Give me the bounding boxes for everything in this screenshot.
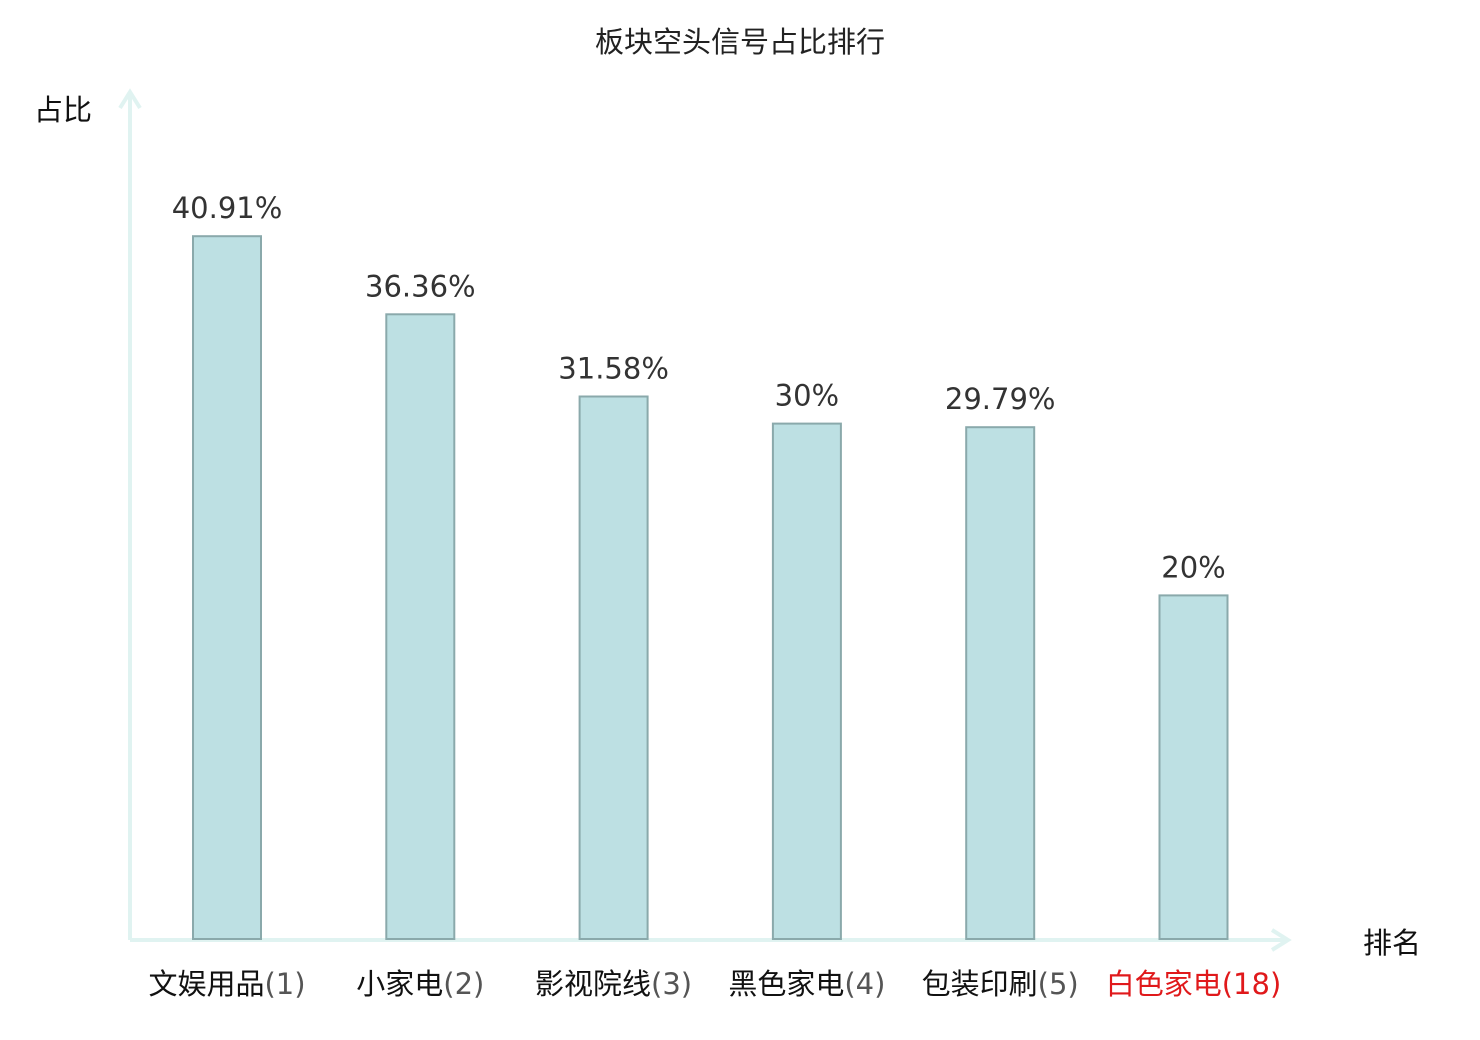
x-tick-rank: (3) xyxy=(651,967,692,1001)
x-axis-label: 排名 xyxy=(1363,926,1421,960)
x-tick-label: 小家电(2) xyxy=(356,967,484,1001)
x-tick-name: 白色家电 xyxy=(1106,967,1222,1001)
x-tick-rank: (18) xyxy=(1222,967,1282,1001)
tick-labels-group: 文娱用品(1) 小家电(2) 影视院线(3) 黑色家电(4) 包装印刷(5) 白色家电(1… xyxy=(148,967,1281,1001)
x-axis-arrow-icon xyxy=(1270,928,1292,952)
data-label: 31.58% xyxy=(558,352,669,386)
x-tick-label: 白色家电(18) xyxy=(1106,967,1282,1001)
data-label: 29.79% xyxy=(945,382,1056,416)
x-tick-name: 包装印刷 xyxy=(922,967,1038,1001)
data-label: 40.91% xyxy=(172,191,283,225)
x-tick-rank: (5) xyxy=(1038,967,1079,1001)
x-tick-label: 包装印刷(5) xyxy=(922,967,1079,1001)
chart-title: 板块空头信号占比排行 xyxy=(595,25,885,59)
bar xyxy=(771,422,842,941)
data-label: 36.36% xyxy=(365,269,476,303)
x-tick-rank: (4) xyxy=(844,967,885,1001)
bar xyxy=(192,235,262,940)
bar xyxy=(1158,594,1229,941)
x-tick-rank: (2) xyxy=(443,967,484,1001)
x-tick-label: 影视院线(3) xyxy=(535,967,692,1001)
x-tick-name: 黑色家电 xyxy=(728,967,844,1001)
x-tick-rank: (1) xyxy=(264,967,305,1001)
value-labels-group: 40.91% 36.36% 31.58% 30% 29.79% 20% xyxy=(172,191,1226,584)
y-axis-arrow-icon xyxy=(118,88,142,110)
x-tick-label: 文娱用品(1) xyxy=(148,967,305,1001)
y-axis-label: 占比 xyxy=(34,93,92,127)
x-tick-name: 小家电 xyxy=(356,967,443,1001)
bar xyxy=(578,395,649,940)
y-axis xyxy=(118,88,142,940)
x-axis xyxy=(130,928,1292,952)
bar xyxy=(385,313,456,940)
bar xyxy=(965,426,1036,940)
data-label: 20% xyxy=(1161,550,1225,584)
x-tick-label: 黑色家电(4) xyxy=(728,967,885,1001)
bars-group xyxy=(192,235,1229,941)
data-label: 30% xyxy=(775,379,839,413)
x-tick-name: 影视院线 xyxy=(535,967,651,1001)
x-tick-name: 文娱用品 xyxy=(148,967,264,1001)
